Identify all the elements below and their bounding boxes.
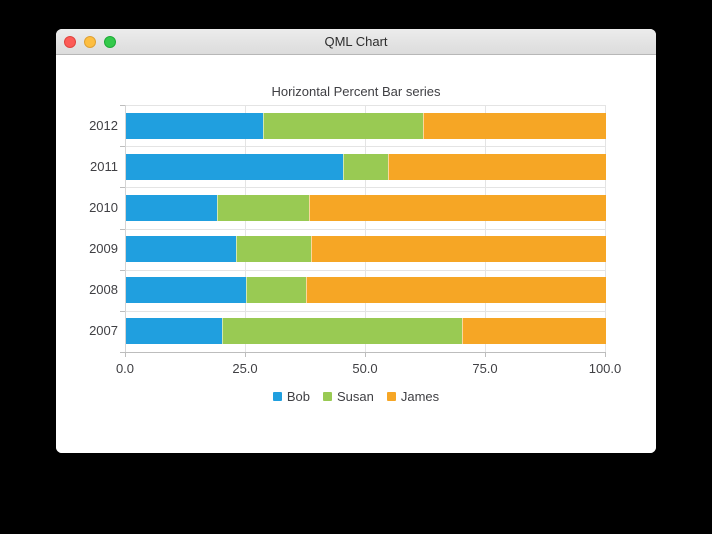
bar-segment-james-2007 xyxy=(461,318,606,345)
horizontal-gridline xyxy=(126,187,606,188)
y-axis-category-label: 2012 xyxy=(89,117,118,133)
y-axis-tick xyxy=(120,146,125,147)
bar-segment-bob-2011 xyxy=(126,153,344,180)
plot-area xyxy=(125,105,606,353)
x-axis-tick xyxy=(605,352,606,357)
x-axis-tick-label: 25.0 xyxy=(232,361,258,376)
x-axis-tick xyxy=(125,352,126,357)
window-controls xyxy=(64,36,116,48)
horizontal-gridline xyxy=(126,270,606,271)
bar-segment-susan-2007 xyxy=(221,318,462,345)
window-title: QML Chart xyxy=(324,34,388,49)
zoom-button[interactable] xyxy=(104,36,116,48)
y-axis-category-label: 2007 xyxy=(89,323,118,339)
bar-segment-bob-2010 xyxy=(126,194,218,221)
legend-marker-susan-icon xyxy=(322,392,332,401)
horizontal-gridline xyxy=(126,146,606,147)
y-axis-category-label: 2009 xyxy=(89,241,118,257)
vertical-gridline xyxy=(485,105,486,352)
y-axis-category-label: 2010 xyxy=(89,199,118,215)
x-axis-tick-label: 50.0 xyxy=(352,361,378,376)
vertical-gridline xyxy=(245,105,246,352)
bar-segment-susan-2011 xyxy=(343,153,388,180)
y-axis-category-label: 2011 xyxy=(90,158,118,174)
legend-marker-james-icon xyxy=(386,392,396,401)
x-axis-tick-label: 0.0 xyxy=(115,361,135,376)
bar-row-2008 xyxy=(126,277,606,304)
bar-row-2010 xyxy=(126,194,606,221)
x-axis-tick xyxy=(485,352,486,357)
x-axis-tick-label: 75.0 xyxy=(472,361,498,376)
legend-item-susan: Susan xyxy=(322,389,374,404)
close-button[interactable] xyxy=(64,36,76,48)
vertical-gridline xyxy=(605,105,606,352)
y-axis-tick xyxy=(120,270,125,271)
bar-segment-susan-2009 xyxy=(236,236,311,263)
legend: Bob Susan James xyxy=(56,389,656,404)
legend-label: James xyxy=(400,389,440,404)
bar-segment-james-2010 xyxy=(309,194,606,221)
window-titlebar[interactable]: QML Chart xyxy=(56,29,656,55)
legend-label: Susan xyxy=(336,389,374,404)
horizontal-gridline xyxy=(126,105,606,106)
y-axis-tick xyxy=(120,105,125,106)
bar-segment-susan-2008 xyxy=(245,277,307,304)
minimize-button[interactable] xyxy=(84,36,96,48)
bar-segment-bob-2012 xyxy=(126,112,263,139)
legend-marker-bob-icon xyxy=(272,392,282,401)
x-axis-tick xyxy=(245,352,246,357)
bar-segment-bob-2009 xyxy=(126,236,237,263)
bar-segment-james-2011 xyxy=(387,153,606,180)
bar-segment-susan-2012 xyxy=(262,112,423,139)
bar-row-2009 xyxy=(126,236,606,263)
horizontal-gridline xyxy=(126,311,606,312)
bar-row-2007 xyxy=(126,318,606,345)
legend-label: Bob xyxy=(286,389,310,404)
bar-segment-james-2008 xyxy=(306,277,606,304)
legend-item-james: James xyxy=(386,389,440,404)
x-axis-tick xyxy=(365,352,366,357)
chart-title: Horizontal Percent Bar series xyxy=(271,84,441,99)
y-axis-tick xyxy=(120,187,125,188)
bar-segment-bob-2007 xyxy=(126,318,222,345)
chart-canvas: Horizontal Percent Bar series 0.0 25.0 50.… xyxy=(56,55,656,453)
y-axis-category-label: 2008 xyxy=(89,282,118,298)
x-axis-tick-label: 100.0 xyxy=(588,361,622,376)
app-window: QML Chart Horizontal Percent Bar series … xyxy=(56,29,656,453)
vertical-gridline xyxy=(365,105,366,352)
y-axis-tick xyxy=(120,311,125,312)
y-axis-tick xyxy=(120,352,125,353)
bar-row-2011 xyxy=(126,153,606,180)
bar-segment-james-2009 xyxy=(310,236,606,263)
bar-segment-susan-2010 xyxy=(217,194,310,221)
legend-item-bob: Bob xyxy=(272,389,310,404)
bar-row-2012 xyxy=(126,112,606,139)
y-axis-tick xyxy=(120,229,125,230)
bar-segment-james-2012 xyxy=(422,112,606,139)
horizontal-gridline xyxy=(126,229,606,230)
bar-segment-bob-2008 xyxy=(126,277,246,304)
